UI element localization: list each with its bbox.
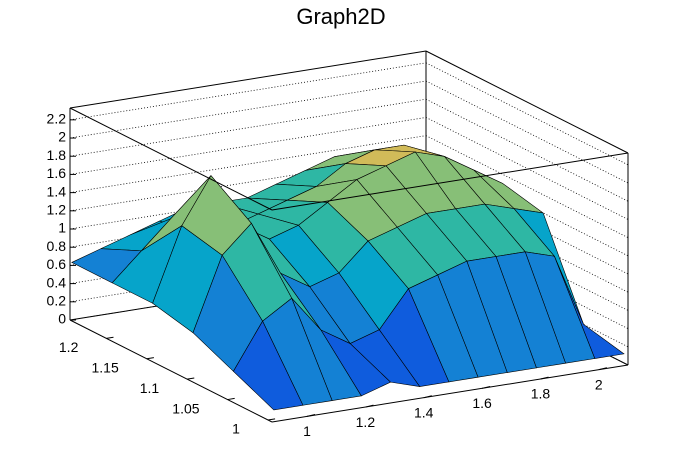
x-tick — [598, 367, 608, 371]
y-tick — [267, 418, 276, 421]
z-tick-label: 1 — [58, 220, 66, 236]
x-tick-label: 1 — [303, 423, 311, 439]
box-edge — [69, 319, 273, 423]
z-tick-label: 2.2 — [47, 111, 67, 127]
x-tick-label: 1.8 — [531, 386, 551, 402]
grid-line — [69, 98, 427, 157]
y-tick-label: 1.2 — [59, 339, 79, 355]
grid-line — [69, 80, 427, 139]
x-tick — [540, 376, 549, 380]
z-tick-label: 1.6 — [47, 165, 67, 181]
grid-line — [69, 62, 427, 121]
box-edge — [271, 152, 629, 211]
z-tick-label: 2 — [58, 129, 66, 145]
x-tick-label: 2 — [595, 376, 603, 392]
x-tick-label: 1.4 — [414, 404, 434, 420]
y-tick — [187, 377, 195, 380]
box-edge — [69, 50, 427, 109]
z-tick-label: 1.4 — [47, 183, 67, 199]
box-edge — [271, 364, 629, 423]
grid-line — [69, 135, 427, 194]
y-tick-label: 1.05 — [172, 400, 199, 416]
z-tick-label: 0.4 — [47, 274, 67, 290]
x-tick — [306, 413, 316, 417]
z-tick-label: 0.8 — [47, 238, 67, 254]
z-tick-label: 1.2 — [47, 202, 67, 218]
z-tick-label: 0 — [58, 311, 66, 327]
box-edge — [425, 50, 629, 154]
x-tick — [423, 395, 432, 399]
x-tick-label: 1.6 — [472, 395, 492, 411]
x-tick-label: 1.2 — [356, 414, 376, 430]
y-tick-label: 1.1 — [140, 380, 160, 396]
x-tick — [481, 385, 491, 389]
surface-cell — [233, 320, 304, 411]
grid-line — [69, 117, 427, 175]
z-tick-label: 0.6 — [47, 256, 67, 272]
z-tick-label: 0.2 — [47, 293, 67, 309]
z-tick-label: 1.8 — [47, 147, 67, 163]
y-tick-label: 1.15 — [92, 359, 119, 375]
y-tick-label: 1 — [232, 421, 240, 437]
box-edge — [69, 107, 273, 211]
chart-title: Graph2D — [296, 4, 385, 29]
y-tick — [227, 397, 235, 401]
x-tick — [365, 404, 374, 408]
y-tick — [106, 336, 114, 339]
y-tick — [146, 357, 154, 360]
